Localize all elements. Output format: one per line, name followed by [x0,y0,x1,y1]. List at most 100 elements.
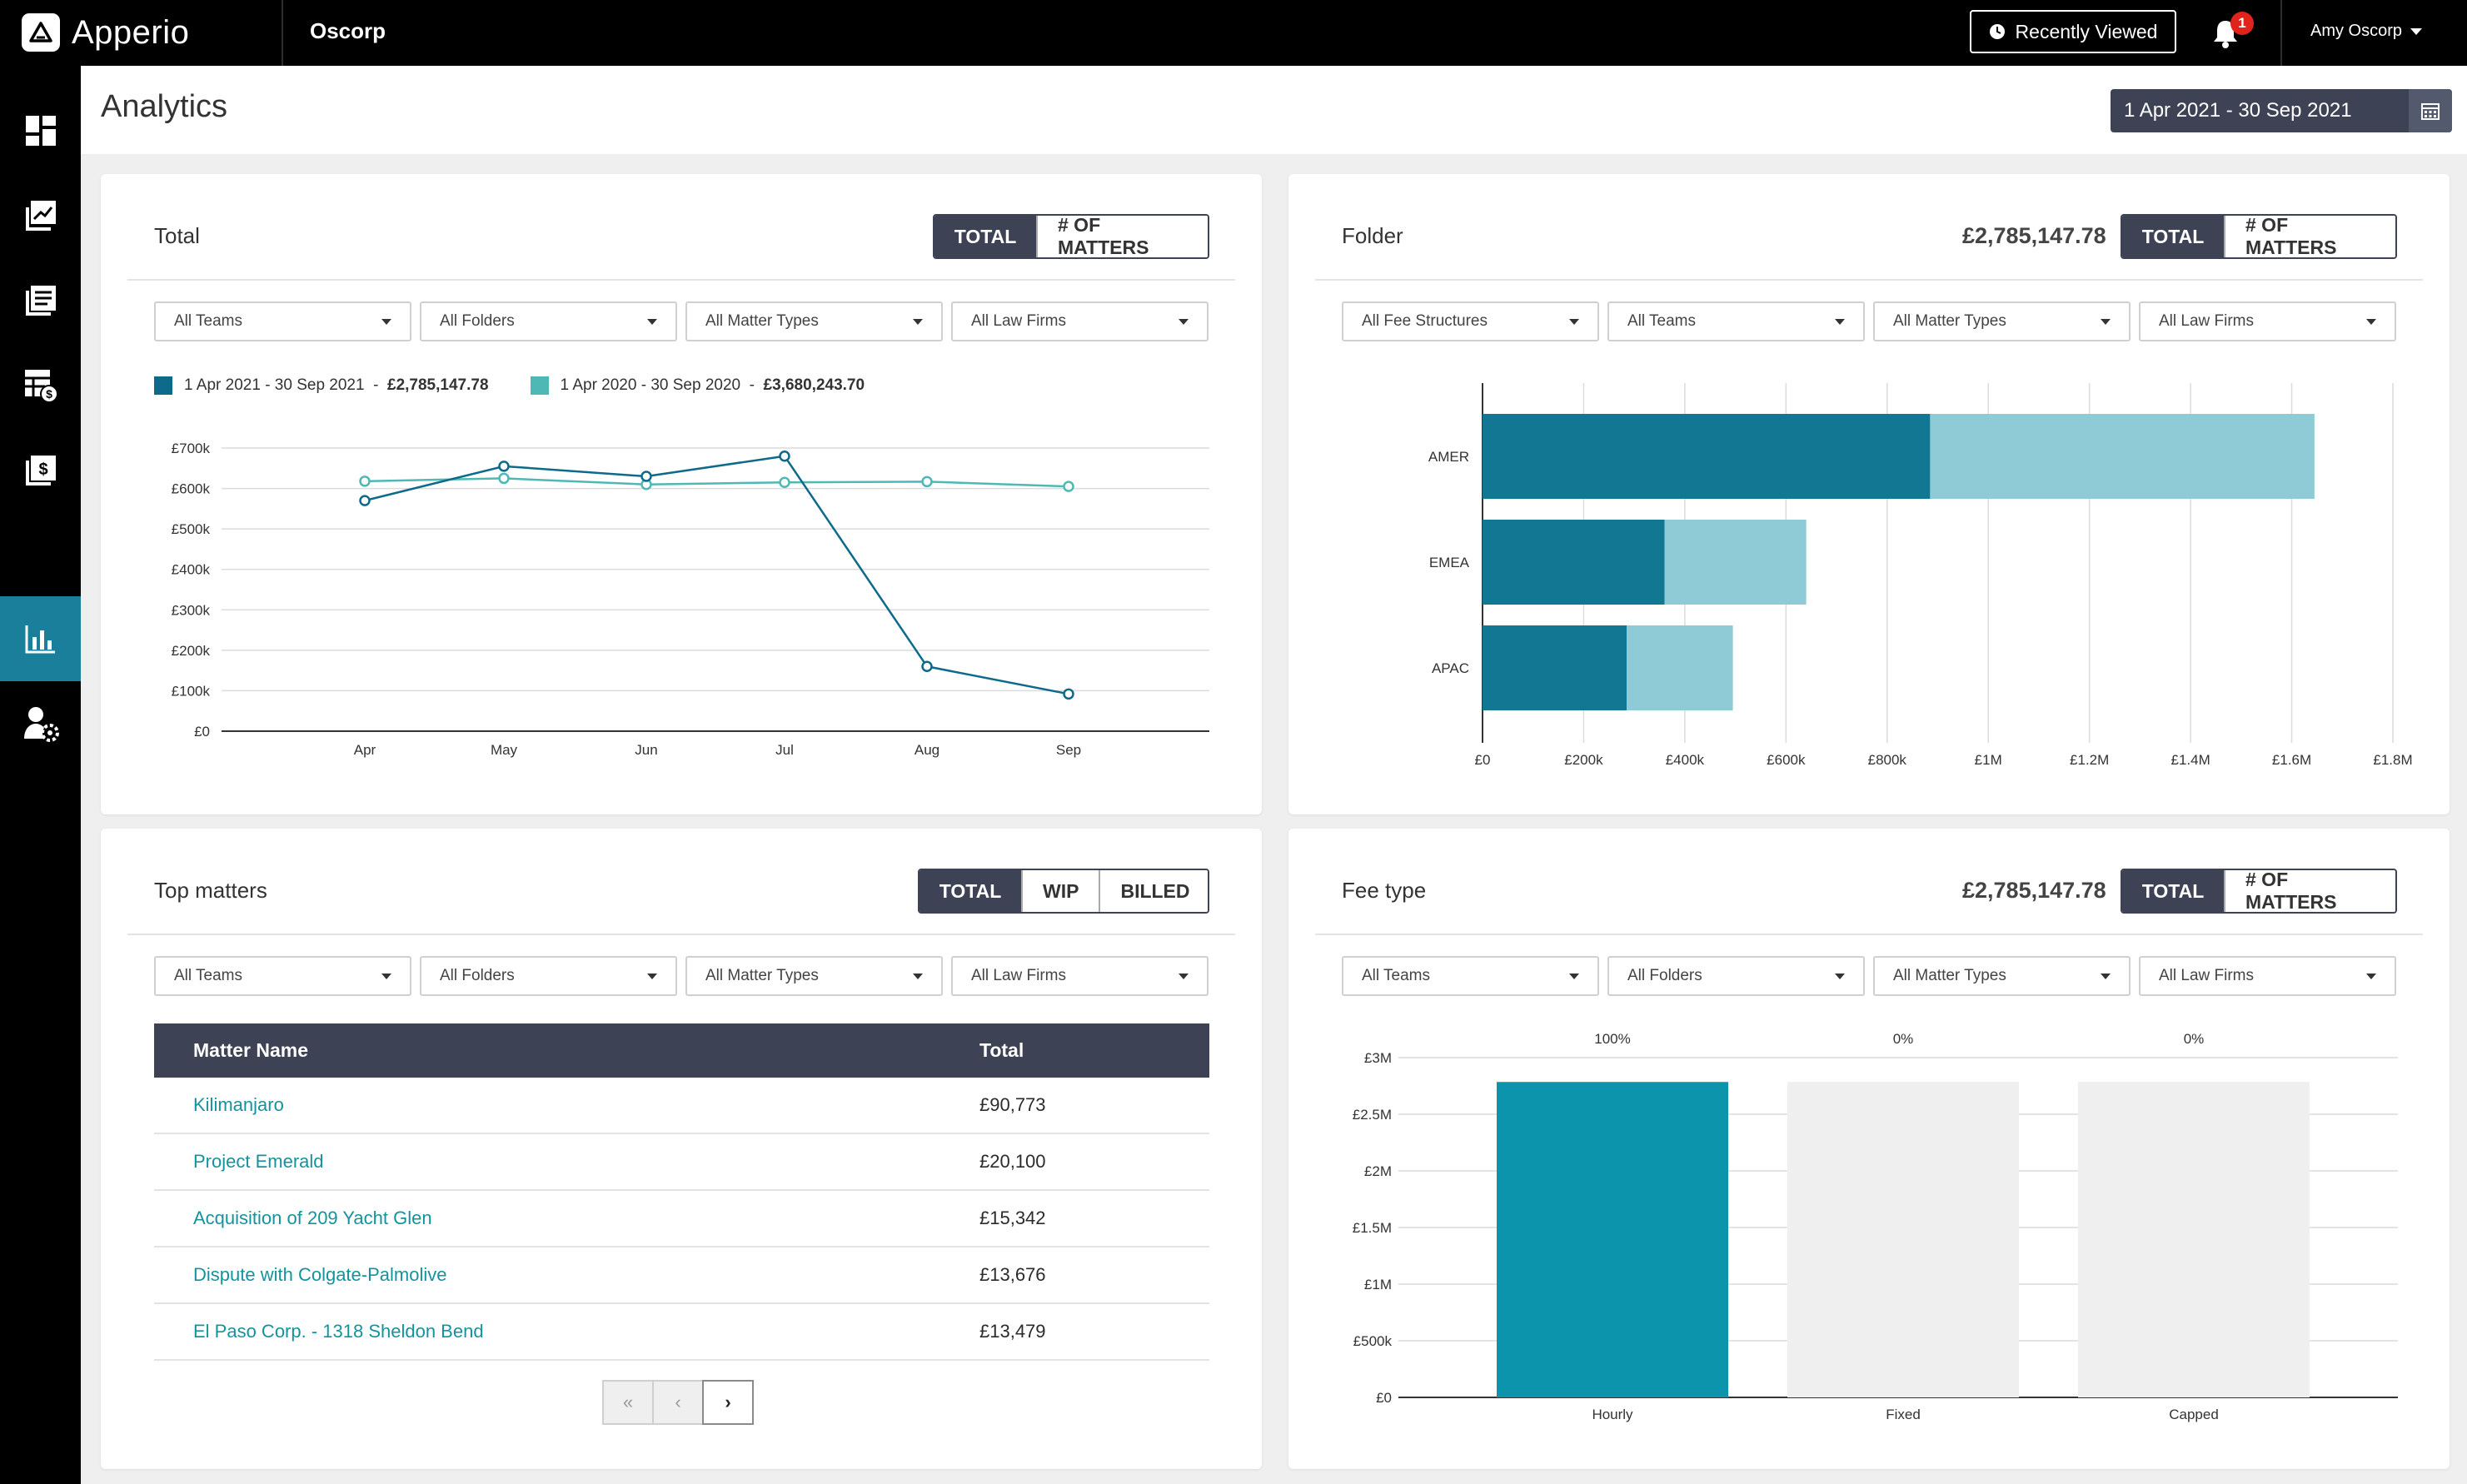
sidebar-item-budget[interactable]: $ [0,343,81,428]
toggle-number-of-matters[interactable]: # OF MATTERS [2224,216,2395,257]
y-tick-label: £2.5M [1353,1107,1392,1123]
line-chart-legend: 1 Apr 2021 - 30 Sep 2021 - £2,785,147.78… [154,376,865,395]
top-bar: Apperio Oscorp Recently Viewed 1 Amy Osc… [0,0,2467,66]
data-label: 0% [2184,1031,2205,1047]
y-tick-label: £500k [1353,1333,1393,1349]
x-tick-label: £1.8M [2373,752,2412,768]
bar [1497,1082,1728,1397]
toggle-wip[interactable]: WIP [1021,870,1099,912]
folders-select[interactable]: All Folders [420,301,677,341]
x-tick-label: Capped [2169,1407,2219,1422]
bar-segment [1930,414,2315,499]
column-header-total[interactable]: Total [940,1023,1209,1078]
fee-structures-select[interactable]: All Fee Structures [1342,301,1599,341]
svg-text:$: $ [46,387,52,401]
column-header-matter-name[interactable]: Matter Name [154,1023,940,1078]
matter-name-link[interactable]: Project Emerald [154,1133,940,1191]
table-header-row: Matter Name Total [154,1023,1209,1078]
fee-type-bar-chart: £0 £500k £1M £1.5M £2M £2.5M £3M 100% Hourly 0% Fi… [1353,1031,2398,1422]
matter-name-link[interactable]: Dispute with Colgate-Palmolive [154,1247,940,1304]
series-line [364,455,1069,695]
law-firms-select[interactable]: All Law Firms [951,956,1209,996]
caret-down-icon [2101,973,2111,979]
y-tick-label: £600k [172,481,211,497]
sidebar-item-trends[interactable] [0,173,81,258]
toggle-total[interactable]: TOTAL [2122,870,2224,912]
data-point [640,471,652,482]
teams-select[interactable]: All Teams [1342,956,1599,996]
y-tick-label: £300k [172,602,211,618]
toggle-total[interactable]: TOTAL [920,870,1021,912]
toggle-number-of-matters[interactable]: # OF MATTERS [2224,870,2395,912]
card-divider [127,279,1235,281]
sidebar-item-dashboard[interactable] [0,88,81,173]
caret-down-icon [1835,973,1845,979]
dashboard-icon [25,116,56,146]
sidebar-item-analytics[interactable] [0,596,81,681]
folder-card-title: Folder [1342,223,1403,248]
analytics-icon [25,625,55,654]
x-tick-label: Apr [354,742,376,758]
law-firms-select-value: All Law Firms [2159,967,2255,984]
bar-segment [1483,414,1931,499]
bar [2078,1082,2310,1397]
toggle-billed[interactable]: BILLED [1099,870,1208,912]
data-label: 100% [1594,1031,1630,1047]
toggle-total[interactable]: TOTAL [2122,216,2224,257]
matter-total: £20,100 [940,1133,1209,1191]
folders-select[interactable]: All Folders [420,956,677,996]
matter-name-link[interactable]: El Paso Corp. - 1318 Sheldon Bend [154,1303,940,1361]
toggle-total[interactable]: TOTAL [934,216,1036,257]
legend-label-current: 1 Apr 2021 - 30 Sep 2021 - £2,785,147.78 [184,376,489,394]
matter-types-select[interactable]: All Matter Types [1873,956,2131,996]
teams-select[interactable]: All Teams [154,301,411,341]
legend-label-previous: 1 Apr 2020 - 30 Sep 2020 - £3,680,243.70 [560,376,865,394]
data-point [921,476,933,488]
sidebar-item-documents[interactable] [0,258,81,343]
matter-types-select[interactable]: All Matter Types [1873,301,2131,341]
y-tick-label: APAC [1432,660,1469,676]
caret-down-icon [2366,973,2376,979]
caret-down-icon [2101,318,2111,325]
app-name: Apperio [72,13,190,51]
next-page-button[interactable]: › [702,1380,754,1425]
matter-name-link[interactable]: Kilimanjaro [154,1078,940,1134]
user-menu[interactable]: Amy Oscorp [2310,22,2423,41]
first-page-button[interactable]: « [602,1380,654,1425]
x-tick-label: £400k [1666,752,1705,768]
toggle-number-of-matters[interactable]: # OF MATTERS [1036,216,1208,257]
matter-name-link[interactable]: Acquisition of 209 Yacht Glen [154,1190,940,1247]
caret-down-icon [647,973,657,979]
calendar-icon[interactable] [2409,89,2452,132]
y-tick-label: £0 [1376,1390,1392,1406]
y-tick-label: AMER [1428,449,1469,465]
y-tick-label: £700k [172,441,211,456]
documents-icon [25,286,56,316]
law-firms-select[interactable]: All Law Firms [2139,956,2396,996]
top-matters-filters: All Teams All Folders All Matter Types A… [154,956,1209,996]
previous-page-button[interactable]: ‹ [652,1380,704,1425]
user-name: Amy Oscorp [2310,22,2403,40]
y-tick-label: £1.5M [1353,1220,1392,1236]
law-firms-select[interactable]: All Law Firms [2139,301,2396,341]
matter-types-select[interactable]: All Matter Types [685,956,943,996]
matter-total: £90,773 [940,1078,1209,1134]
recently-viewed-label: Recently Viewed [2015,20,2158,42]
caret-down-icon [1179,973,1189,979]
folders-select[interactable]: All Folders [1607,956,1865,996]
recently-viewed-button[interactable]: Recently Viewed [1970,10,2176,53]
x-tick-label: £1.4M [2170,752,2210,768]
top-matters-toggle: TOTAL WIP BILLED [918,869,1209,914]
date-range-picker[interactable]: 1 Apr 2021 - 30 Sep 2021 [2111,89,2452,132]
teams-select[interactable]: All Teams [154,956,411,996]
sidebar-item-user-settings[interactable] [0,681,81,766]
law-firms-select[interactable]: All Law Firms [951,301,1209,341]
teams-select-value: All Teams [1362,967,1431,984]
sidebar-item-invoices[interactable]: $ [0,428,81,513]
y-tick-label: £2M [1364,1163,1392,1179]
app-logo[interactable]: Apperio [22,13,189,52]
matter-types-select[interactable]: All Matter Types [685,301,943,341]
y-tick-label: EMEA [1429,555,1470,570]
teams-select[interactable]: All Teams [1607,301,1865,341]
matter-types-select-value: All Matter Types [705,312,819,330]
